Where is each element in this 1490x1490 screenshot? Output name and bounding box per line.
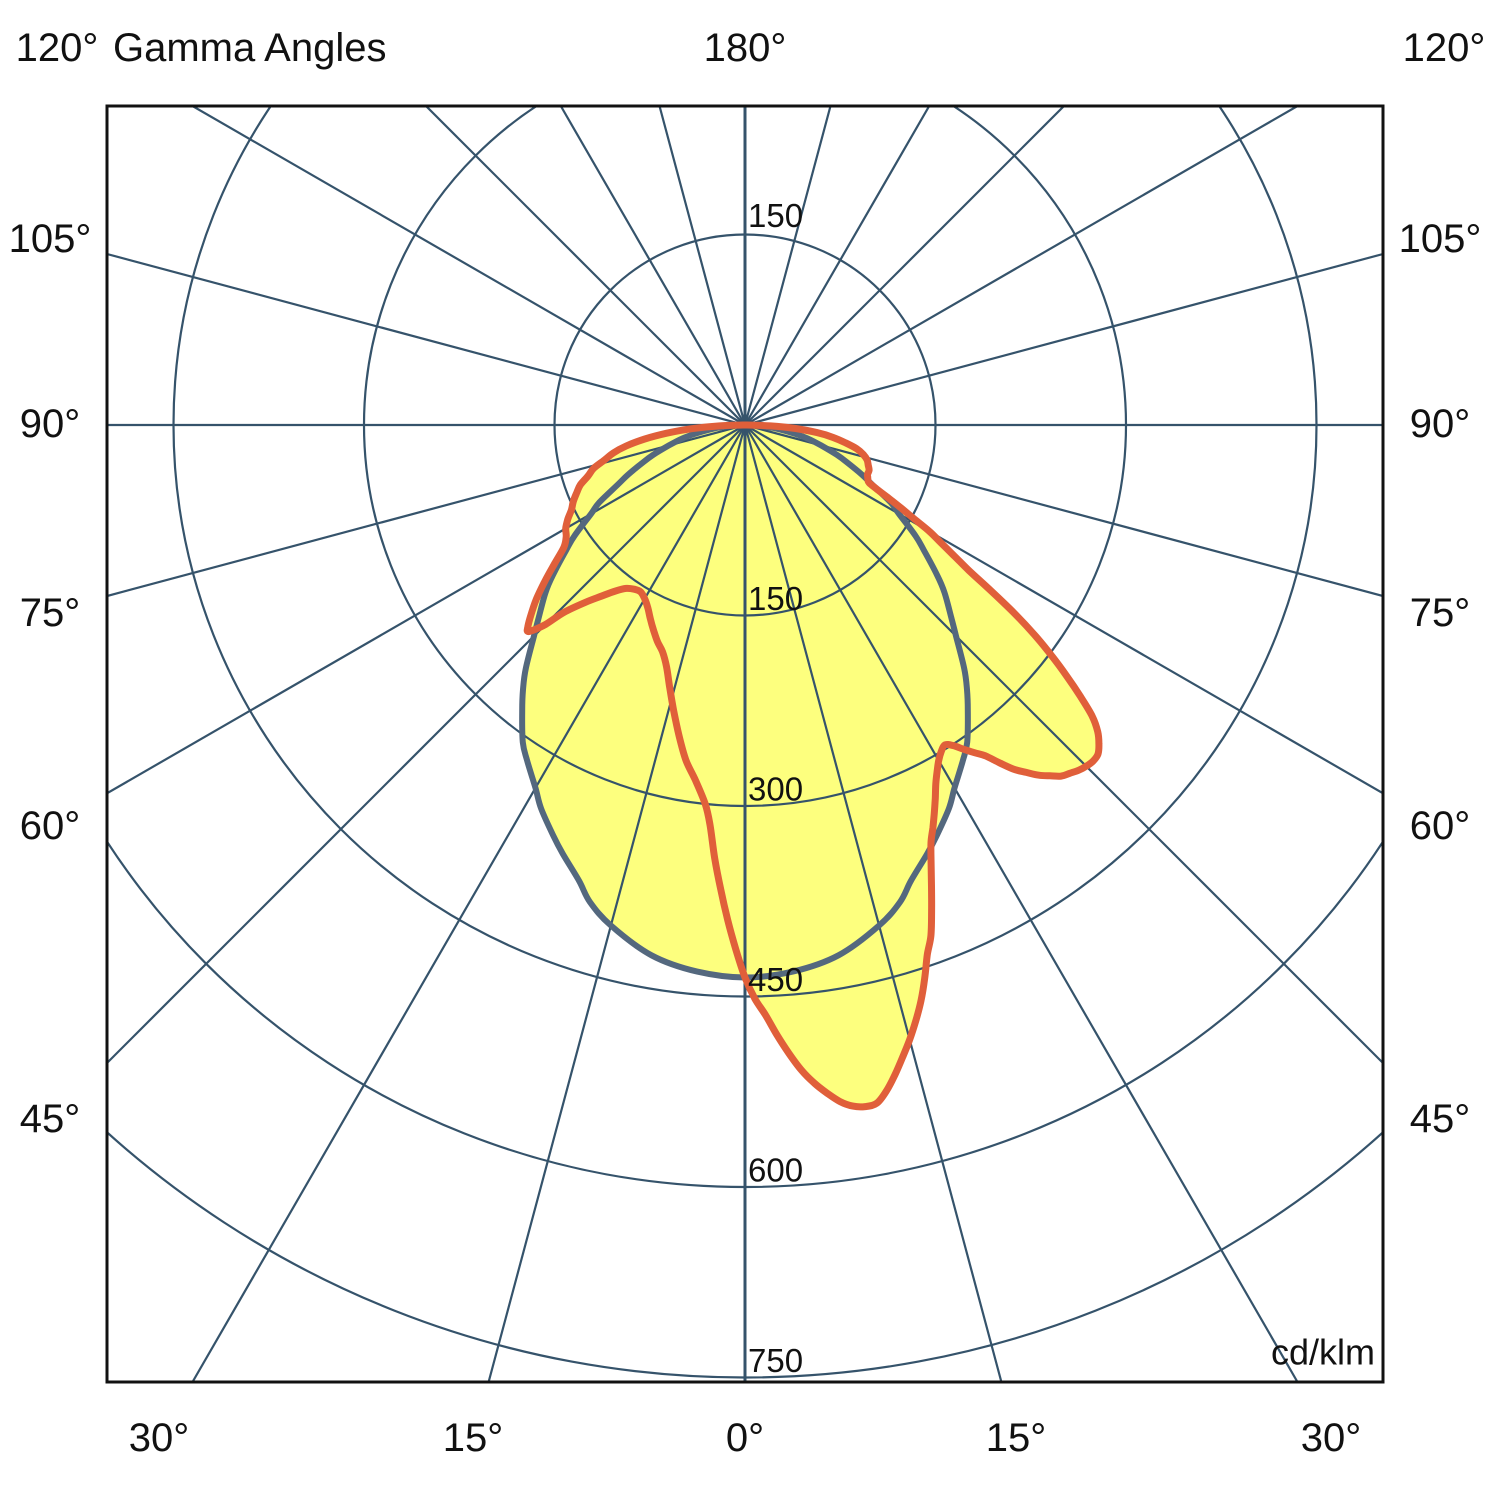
gamma-ray-120deg <box>744 106 1299 426</box>
gamma-ray-225deg <box>425 106 746 426</box>
gamma-label-14-15deg: 15° <box>443 1416 504 1460</box>
chart-title: Gamma Angles <box>113 26 386 70</box>
gamma-label-16-15deg: 15° <box>986 1416 1047 1460</box>
gamma-label-3-105deg: 105° <box>9 217 92 261</box>
gamma-label-6-60deg: 60° <box>20 804 81 848</box>
gamma-label-2-120deg: 120° <box>1403 26 1486 70</box>
gamma-label-15-0deg: 0° <box>726 1416 764 1460</box>
gamma-ray-255deg <box>107 252 746 427</box>
gamma-label-5-75deg: 75° <box>20 591 81 635</box>
gamma-ray-150deg <box>744 106 931 426</box>
gamma-ray-15deg <box>743 424 1003 1382</box>
gamma-label-17-30deg: 30° <box>1301 1416 1362 1460</box>
ring-label-below_center-150-1: 150 <box>748 580 803 617</box>
plot-border <box>105 104 1385 1384</box>
gamma-ray-345deg <box>487 424 747 1382</box>
gamma-label-7-45deg: 45° <box>20 1097 81 1141</box>
gamma-label-4-90deg: 90° <box>20 402 81 446</box>
polar-grid <box>107 106 1383 1382</box>
gamma-ray-330deg <box>191 424 746 1382</box>
gamma-label-9-90deg: 90° <box>1410 402 1471 446</box>
distribution-fill <box>522 424 1099 1107</box>
gamma-ray-315deg <box>107 424 746 1064</box>
radial-tick-labels: 150 150 300 450 600 750 <box>748 197 803 1379</box>
gamma-label-10-75deg: 75° <box>1410 591 1471 635</box>
unit-label: cd/klm <box>1271 1332 1375 1373</box>
gamma-ray-300deg <box>107 424 746 795</box>
red-intensity-curve <box>523 421 1103 1111</box>
ring-label-below_center-300-2: 300 <box>748 771 803 808</box>
gamma-ray-240deg <box>191 106 746 426</box>
ring-label-above_center-150-0: 150 <box>748 197 803 234</box>
gamma-ray-285deg <box>107 423 746 598</box>
gamma-label-11-60deg: 60° <box>1410 804 1471 848</box>
gamma-label-0-120deg: 120° <box>16 26 99 70</box>
gamma-ray-105deg <box>744 252 1383 427</box>
gamma-label-8-105deg: 105° <box>1399 217 1482 261</box>
gamma-angle-labels: 120° 180° 120° 105° 90° 75° 60° 45° 105° 90° 75° 60… <box>9 26 1486 1460</box>
gamma-ray-165deg <box>743 106 832 426</box>
gamma-label-1-180deg: 180° <box>704 26 787 70</box>
ring-label-below_center-450-3: 450 <box>748 961 803 998</box>
ring-label-below_center-600-4: 600 <box>748 1152 803 1189</box>
gamma-ray-210deg <box>559 106 746 426</box>
intensity-curves <box>519 421 1103 1111</box>
gamma-label-13-30deg: 30° <box>129 1416 190 1460</box>
gamma-ray-135deg <box>744 106 1065 426</box>
gamma-ray-195deg <box>658 106 747 426</box>
gamma-ray-45deg <box>744 424 1383 1064</box>
gamma-ray-30deg <box>744 424 1299 1382</box>
ring-label-below_center-750-5: 750 <box>748 1342 803 1379</box>
gamma-ray-75deg <box>744 423 1383 598</box>
gamma-ray-60deg <box>744 424 1383 795</box>
gamma-label-12-45deg: 45° <box>1410 1097 1471 1141</box>
